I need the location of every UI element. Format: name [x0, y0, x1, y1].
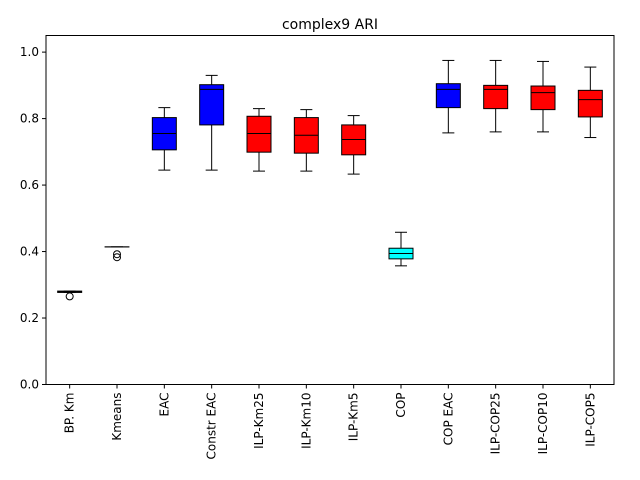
y-tick-label: 1.0	[20, 45, 39, 59]
y-axis: 0.0 0.2 0.4 0.6 0.8 1.0	[20, 45, 46, 392]
y-tick-label: 0.8	[20, 112, 39, 126]
outlier-point	[113, 253, 121, 262]
box-11	[530, 60, 556, 133]
box-7	[341, 115, 367, 175]
x-tick-label: BP. Km	[63, 393, 77, 434]
x-tick-label: COP	[394, 393, 408, 418]
box-body	[577, 89, 603, 118]
x-tick-label: Kmeans	[110, 393, 124, 441]
x-tick-label: ILP-COP25	[489, 392, 503, 454]
box-10	[483, 59, 509, 133]
outlier-point	[65, 292, 74, 301]
box-5	[246, 108, 272, 172]
box-4	[199, 74, 225, 171]
y-tick-label: 0.4	[20, 245, 39, 259]
x-tick-label: COP EAC	[441, 393, 455, 446]
box-body	[530, 85, 556, 111]
plot-area-frame	[45, 35, 615, 385]
box-8	[388, 231, 414, 267]
box-body	[246, 115, 272, 153]
x-axis: BP. Km Kmeans EAC Constr EAC ILP-Km25 ILP-Km1…	[63, 384, 597, 460]
x-tick-label: ILP-COP5	[583, 393, 597, 447]
y-tick-label: 0.6	[20, 178, 39, 192]
y-tick-label: 0.0	[20, 378, 39, 392]
box-body	[199, 84, 225, 126]
box-2	[104, 246, 130, 262]
chart-title: complex9 ARI	[282, 17, 378, 33]
box-9	[435, 59, 461, 134]
x-tick-label: ILP-Km5	[347, 393, 361, 442]
box-body	[435, 83, 461, 109]
outlier-point	[113, 250, 121, 259]
box-6	[293, 109, 319, 172]
x-tick-label: ILP-Km10	[299, 393, 313, 449]
x-tick-label: ILP-Km25	[252, 393, 266, 449]
x-tick-label: Constr EAC	[205, 393, 219, 460]
box-3	[151, 107, 177, 171]
box-12	[577, 66, 603, 139]
y-tick-label: 0.2	[20, 311, 39, 325]
box-1	[57, 290, 83, 301]
box-body	[483, 84, 509, 110]
x-tick-label: ILP-COP10	[536, 393, 550, 455]
x-tick-label: EAC	[157, 393, 171, 417]
boxes-layer	[57, 59, 603, 301]
